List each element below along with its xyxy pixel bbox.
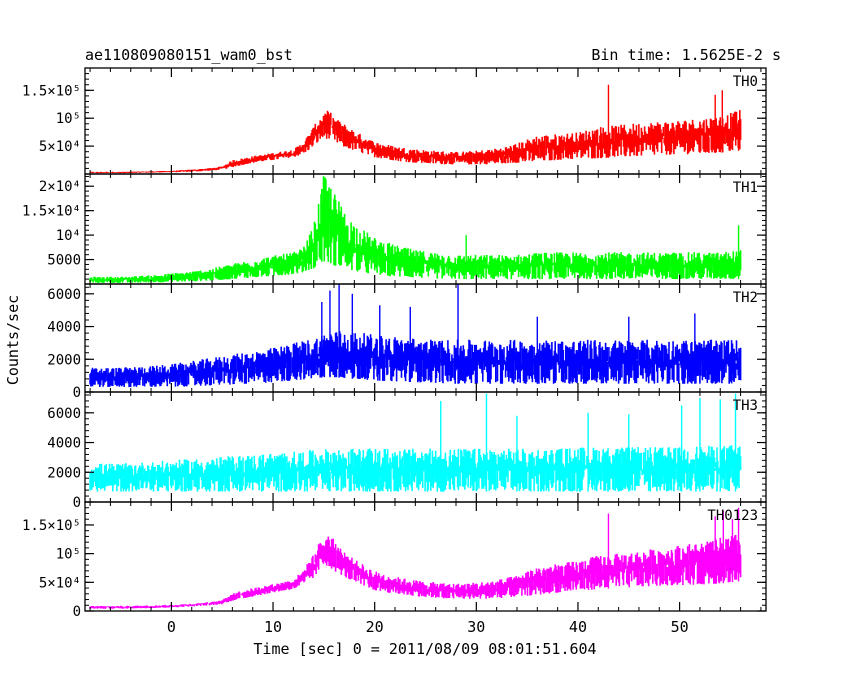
panel-th2: TH2 0 2000 4000 6000 — [47, 283, 767, 401]
series-th2-trace — [89, 331, 742, 388]
x-tick-label: 10 — [264, 618, 282, 636]
y-tick-label: 10⁵ — [56, 111, 81, 127]
x-tick-label: 50 — [671, 618, 689, 636]
y-tick-label: 0 — [73, 604, 81, 620]
y-tick-label: 2×10⁴ — [39, 179, 81, 195]
x-tick-label: 0 — [167, 618, 176, 636]
y-axis-label: Counts/sec — [4, 295, 22, 385]
series-th0-trace — [89, 110, 742, 174]
y-tick-label: 4000 — [47, 436, 81, 452]
series-label: TH0 — [733, 74, 758, 90]
y-tick-label: 1.5×10⁵ — [22, 518, 81, 534]
series-th3-trace — [89, 445, 742, 492]
series-th0123-trace — [89, 535, 742, 609]
panel-th1: TH1 5000 10⁴ 1.5×10⁴ 2×10⁴ — [22, 173, 767, 285]
series-label: TH2 — [733, 290, 758, 306]
panel-frame — [84, 501, 767, 612]
x-axis-label: Time [sec] 0 = 2011/08/09 08:01:51.604 — [253, 640, 596, 658]
x-tick-label: 30 — [467, 618, 485, 636]
y-tick-label: 6000 — [47, 406, 81, 422]
object-name-title: ae110809080151_wam0_bst — [85, 46, 293, 64]
x-tick-label: 20 — [366, 618, 384, 636]
y-tick-label: 10⁴ — [56, 228, 81, 244]
y-tick-label: 10⁵ — [56, 547, 81, 563]
bin-time-label: Bin time: 1.5625E-2 s — [591, 46, 781, 64]
y-tick-label: 5×10⁴ — [39, 139, 81, 155]
panels-group: TH05×10⁴10⁵1.5×10⁵TH1500010⁴1.5×10⁴2×10⁴… — [22, 67, 767, 636]
panel-th0123: TH0123 0 5×10⁴ 10⁵ 1.5×10⁵ — [22, 501, 767, 620]
panel-th0: TH0 5×10⁴ 10⁵ 1.5×10⁵ — [22, 67, 767, 175]
series-label: TH0123 — [707, 508, 758, 524]
y-tick-label: 1.5×10⁵ — [22, 83, 81, 99]
y-tick-label: 4000 — [47, 320, 81, 336]
y-tick-label: 2000 — [47, 465, 81, 481]
series-th1-trace — [89, 176, 742, 283]
y-tick-label: 5×10⁴ — [39, 575, 81, 591]
y-tick-label: 0 — [73, 385, 81, 401]
y-tick-label: 1.5×10⁴ — [22, 204, 81, 220]
x-tick-label: 40 — [569, 618, 587, 636]
y-tick-label: 2000 — [47, 352, 81, 368]
panel-th3: TH3 0 2000 4000 6000 — [47, 391, 767, 511]
series-label: TH1 — [733, 180, 758, 196]
series-label: TH3 — [733, 398, 758, 414]
y-tick-label: 0 — [73, 495, 81, 511]
y-tick-label: 5000 — [47, 253, 81, 269]
y-tick-label: 6000 — [47, 287, 81, 303]
